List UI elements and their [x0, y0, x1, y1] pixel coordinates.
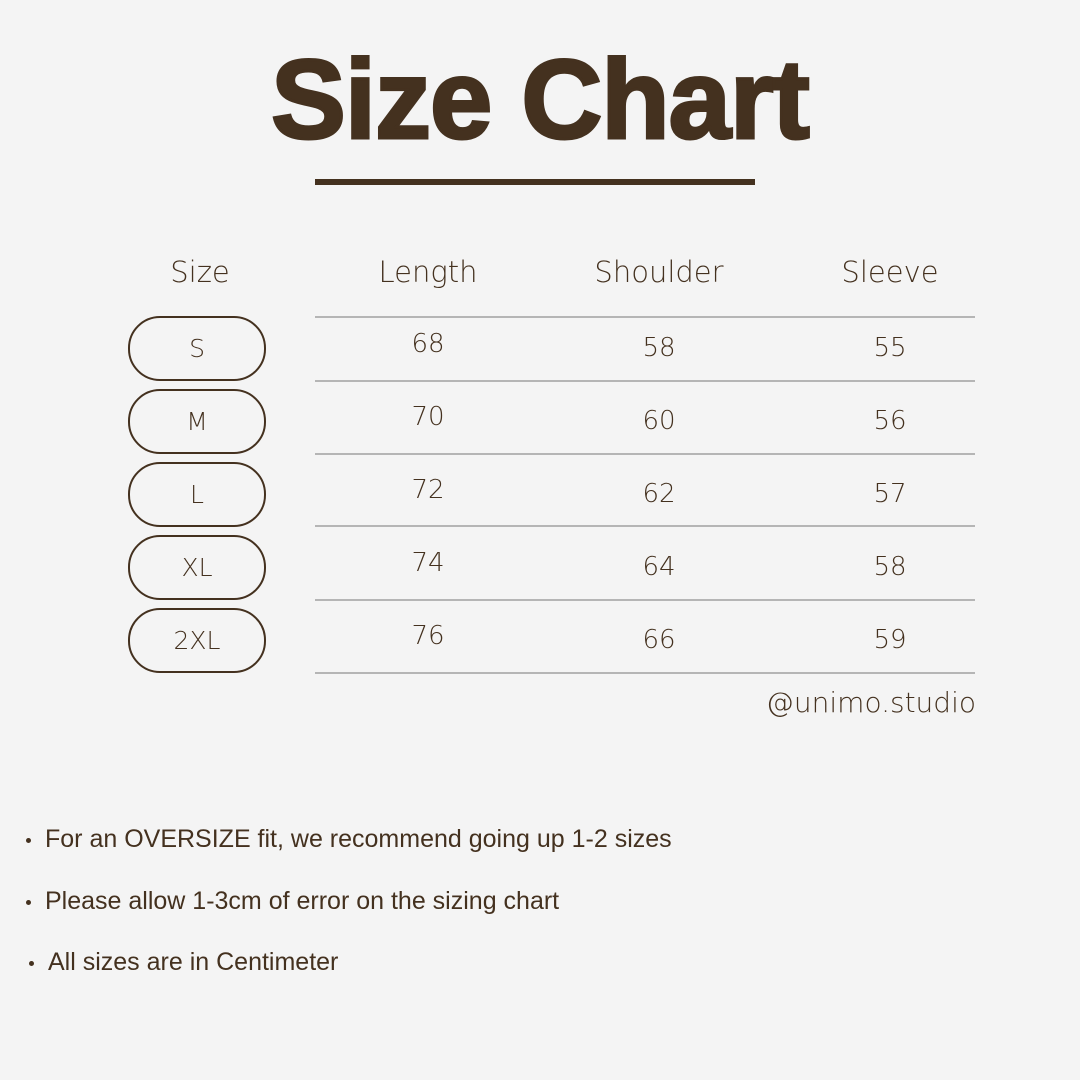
cell-length: 70: [411, 402, 445, 432]
note-text: For an OVERSIZE fit, we recommend going …: [45, 825, 672, 853]
size-pill-l: L: [128, 462, 266, 527]
row-divider: [315, 599, 975, 601]
cell-shoulder: 60: [642, 406, 676, 436]
size-pill-2xl: 2XL: [128, 608, 266, 673]
size-pill-xl: XL: [128, 535, 266, 600]
bullet-icon: [29, 960, 34, 966]
note-item: All sizes are in Centimeter: [29, 948, 338, 977]
row-divider: [315, 525, 975, 527]
cell-sleeve: 55: [873, 333, 907, 363]
header-length: Length: [378, 255, 478, 289]
cell-sleeve: 59: [873, 625, 907, 655]
cell-sleeve: 57: [873, 479, 907, 509]
row-divider: [315, 380, 975, 382]
size-pill-m: M: [128, 389, 266, 454]
cell-sleeve: 58: [873, 552, 907, 582]
cell-length: 68: [411, 329, 445, 359]
bullet-icon: [26, 837, 31, 843]
brand-handle: @unimo.studio: [765, 686, 976, 719]
header-shoulder: Shoulder: [594, 255, 724, 289]
note-text: All sizes are in Centimeter: [48, 948, 339, 976]
size-pill-s: S: [128, 316, 266, 381]
page-title: Size Chart: [270, 37, 812, 162]
title-underline: [315, 179, 755, 185]
header-sleeve: Sleeve: [841, 255, 939, 289]
bullet-icon: [26, 899, 31, 905]
cell-shoulder: 58: [642, 333, 676, 363]
cell-shoulder: 64: [642, 552, 676, 582]
cell-length: 74: [411, 548, 445, 578]
row-divider: [315, 672, 975, 674]
row-divider: [315, 453, 975, 455]
cell-shoulder: 66: [642, 625, 676, 655]
cell-length: 76: [411, 621, 445, 651]
cell-shoulder: 62: [642, 479, 676, 509]
row-divider: [315, 316, 975, 318]
note-text: Please allow 1-3cm of error on the sizin…: [45, 887, 560, 915]
cell-sleeve: 56: [873, 406, 907, 436]
note-item: For an OVERSIZE fit, we recommend going …: [26, 825, 672, 854]
header-size: Size: [170, 255, 230, 289]
note-item: Please allow 1-3cm of error on the sizin…: [26, 887, 559, 916]
cell-length: 72: [411, 475, 445, 505]
